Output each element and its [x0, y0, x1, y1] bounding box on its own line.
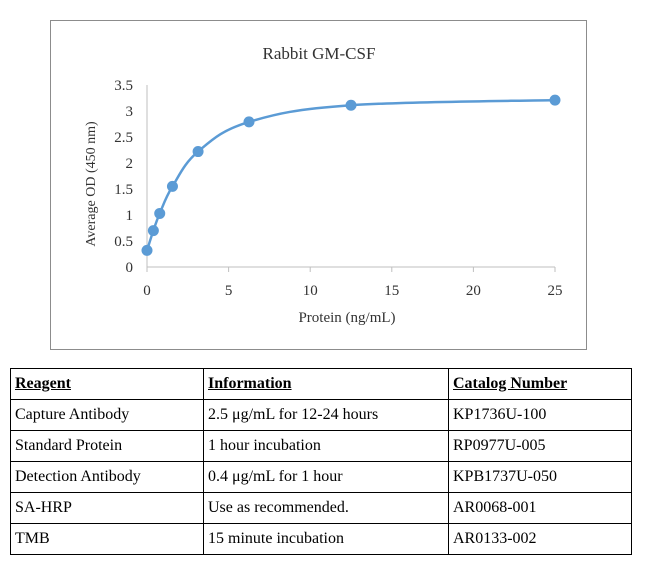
y-tick-label: 3.5: [114, 78, 133, 94]
cell-information: 2.5 μg/mL for 12-24 hours: [203, 399, 449, 431]
data-point: [345, 99, 357, 111]
data-point: [192, 146, 204, 158]
y-tick-label: 2.5: [114, 130, 133, 146]
series-line: [145, 98, 556, 251]
data-point: [147, 225, 159, 237]
data-point: [141, 244, 153, 256]
cell-information: Use as recommended.: [203, 492, 449, 524]
table-header-row: Reagent Information Catalog Number: [10, 368, 632, 400]
cell-catalog-number: RP0977U-005: [448, 430, 632, 462]
chart-container: Rabbit GM-CSF Average OD (450 nm) Protei…: [50, 20, 587, 350]
x-tick-label: 20: [466, 283, 481, 299]
y-tick-label: 2: [126, 156, 134, 172]
chart-series: [141, 94, 561, 256]
cell-reagent: Standard Protein: [10, 430, 204, 462]
table-row: Capture Antibody 2.5 μg/mL for 12-24 hou…: [10, 399, 632, 431]
table-row: SA-HRP Use as recommended. AR0068-001: [10, 492, 632, 524]
cell-catalog-number: AR0068-001: [448, 492, 632, 524]
x-tick-label: 10: [303, 283, 318, 299]
y-tick-label: 1.5: [114, 182, 133, 198]
y-tick-label: 3: [126, 104, 134, 120]
cell-catalog-number: KPB1737U-050: [448, 461, 632, 493]
x-tick-label: 15: [384, 283, 399, 299]
data-point: [154, 207, 166, 219]
x-tick-label: 0: [143, 283, 151, 299]
cell-information: 15 minute incubation: [203, 523, 449, 555]
y-tick-label: 1: [126, 208, 134, 224]
header-reagent: Reagent: [10, 368, 204, 400]
table-row: TMB 15 minute incubation AR0133-002: [10, 523, 632, 555]
x-tick-label: 25: [548, 283, 563, 299]
chart-ticks: 0 0.5 1 1.5 2 2.5 3 3.5 0 5 10 15 20 25: [114, 78, 562, 299]
data-point: [166, 180, 178, 192]
y-axis-label: Average OD (450 nm): [84, 121, 99, 247]
x-tick-label: 5: [225, 283, 233, 299]
header-catalog-number: Catalog Number: [448, 368, 632, 400]
reagent-table: Reagent Information Catalog Number Captu…: [10, 368, 632, 555]
cell-catalog-number: KP1736U-100: [448, 399, 632, 431]
y-tick-label: 0.5: [114, 234, 133, 250]
table-row: Detection Antibody 0.4 μg/mL for 1 hour …: [10, 461, 632, 493]
chart-svg: Rabbit GM-CSF Average OD (450 nm) Protei…: [84, 44, 563, 326]
y-tick-label: 0: [126, 260, 134, 276]
x-axis-label: Protein (ng/mL): [298, 310, 395, 326]
cell-catalog-number: AR0133-002: [448, 523, 632, 555]
data-point: [549, 94, 561, 106]
cell-reagent: SA-HRP: [10, 492, 204, 524]
table-row: Standard Protein 1 hour incubation RP097…: [10, 430, 632, 462]
data-point: [243, 116, 255, 128]
chart-axes: [146, 85, 555, 268]
cell-reagent: Capture Antibody: [10, 399, 204, 431]
cell-information: 1 hour incubation: [203, 430, 449, 462]
cell-reagent: Detection Antibody: [10, 461, 204, 493]
cell-information: 0.4 μg/mL for 1 hour: [203, 461, 449, 493]
header-information: Information: [203, 368, 449, 400]
cell-reagent: TMB: [10, 523, 204, 555]
chart-title: Rabbit GM-CSF: [263, 44, 376, 63]
